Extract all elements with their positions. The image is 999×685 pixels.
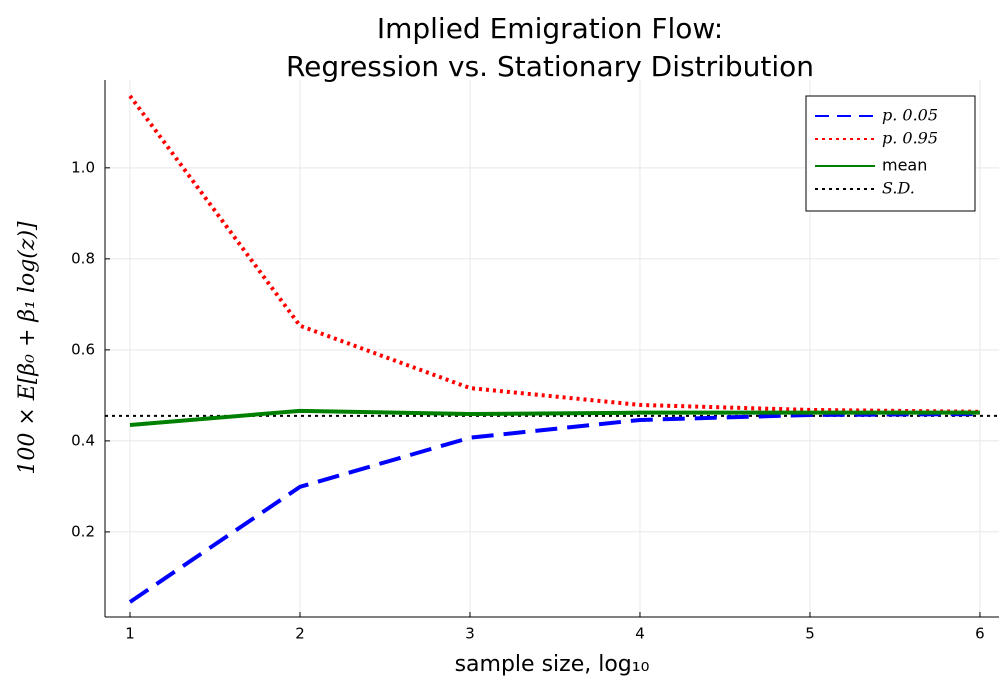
x-tick-label: 2 (295, 625, 305, 643)
legend-label: mean (882, 156, 927, 175)
y-axis-label: 100 × E[β₀ + β₁ log(z)] (15, 221, 40, 475)
y-tick-label: 1.0 (71, 158, 95, 176)
x-tick-label: 3 (465, 625, 475, 643)
legend-label: p. 0.05 (882, 106, 938, 125)
y-tick-label: 0.8 (71, 249, 95, 267)
line-series (128, 412, 980, 604)
legend-label: p. 0.95 (882, 129, 938, 148)
chart-title: Regression vs. Stationary Distribution (286, 50, 814, 83)
chart-title: Implied Emigration Flow: (377, 12, 723, 45)
x-tick-label: 6 (975, 625, 985, 643)
x-axis-label: sample size, log₁₀ (455, 652, 650, 677)
line-series (128, 94, 980, 414)
y-tick-label: 0.6 (71, 340, 95, 358)
x-tick-label: 5 (805, 625, 815, 643)
x-tick-label: 4 (635, 625, 645, 643)
y-tick-label: 0.4 (71, 431, 95, 449)
y-tick-label: 0.2 (71, 522, 95, 540)
x-tick-label: 1 (125, 625, 135, 643)
legend-label: S.D. (882, 179, 915, 198)
line-series (129, 408, 980, 427)
legend-box (805, 95, 976, 212)
